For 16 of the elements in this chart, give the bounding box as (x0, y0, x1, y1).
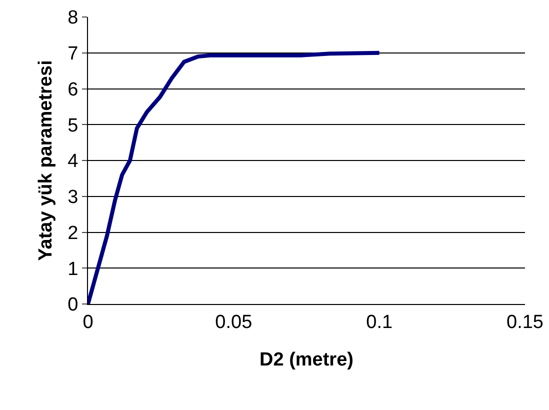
x-tick-label: 0.1 (366, 312, 393, 333)
y-tick-label: 1 (68, 258, 78, 280)
y-tick-label: 4 (68, 151, 79, 172)
x-axis-title: D2 (metre) (260, 350, 354, 371)
y-axis-title: Yatay yük parametresi (35, 60, 56, 261)
x-tick-label: 0.15 (506, 312, 544, 333)
y-tick-label: 2 (68, 222, 78, 244)
y-tick-label: 6 (68, 79, 78, 100)
y-tick-label: 5 (68, 115, 78, 136)
x-tick-label: 0.05 (215, 312, 252, 333)
line-series (88, 50, 382, 304)
y-tick-label: 3 (68, 187, 78, 208)
y-tick-label: 8 (68, 8, 78, 29)
y-tick-label: 0 (68, 294, 78, 316)
x-tick-label: 0 (82, 312, 94, 333)
y-tick-label: 7 (68, 44, 78, 65)
